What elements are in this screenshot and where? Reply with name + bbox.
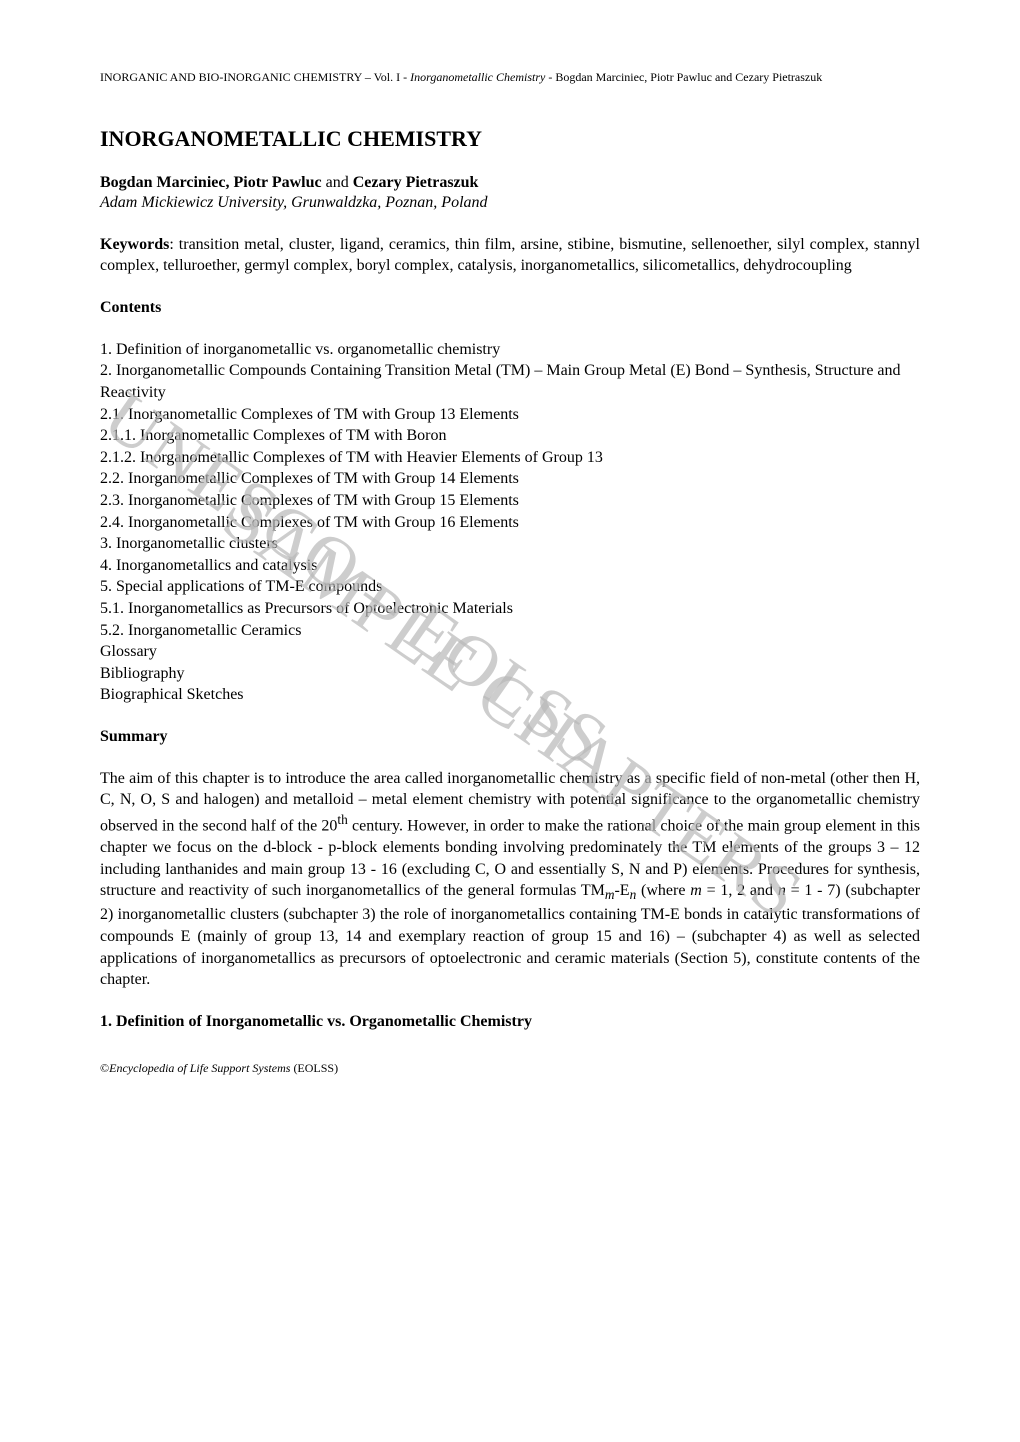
section-1-heading: 1. Definition of Inorganometallic vs. Or… bbox=[100, 1013, 920, 1031]
summary-sup-th: th bbox=[337, 812, 347, 827]
summary-text-mid2: (where bbox=[636, 882, 690, 899]
toc-line: 2.2. Inorganometallic Complexes of TM wi… bbox=[100, 468, 920, 490]
summary-n-ital: n bbox=[778, 882, 786, 899]
toc-line: 1. Definition of inorganometallic vs. or… bbox=[100, 339, 920, 361]
footer-copyright: © bbox=[100, 1061, 109, 1075]
page-title: INORGANOMETALLIC CHEMISTRY bbox=[100, 126, 920, 152]
toc-line: 2.1.2. Inorganometallic Complexes of TM … bbox=[100, 447, 920, 469]
author-group-1: Bogdan Marciniec, Piotr Pawluc bbox=[100, 174, 322, 191]
toc-line: 3. Inorganometallic clusters bbox=[100, 533, 920, 555]
footer: ©Encyclopedia of Life Support Systems (E… bbox=[100, 1061, 920, 1076]
summary-dash: -E bbox=[614, 882, 629, 899]
toc-line: 5.1. Inorganometallics as Precursors of … bbox=[100, 598, 920, 620]
toc-line: 2.1.1. Inorganometallic Complexes of TM … bbox=[100, 425, 920, 447]
keywords-text: : transition metal, cluster, ligand, cer… bbox=[100, 236, 920, 275]
footer-suffix: (EOLSS) bbox=[290, 1061, 338, 1075]
running-header: INORGANIC AND BIO-INORGANIC CHEMISTRY – … bbox=[100, 70, 920, 86]
summary-m-ital: m bbox=[690, 882, 702, 899]
summary-label: Summary bbox=[100, 728, 920, 746]
toc-line: 2.3. Inorganometallic Complexes of TM wi… bbox=[100, 490, 920, 512]
table-of-contents: UNESCO – EOLSS SAMPLE CHAPTERS 1. Defini… bbox=[100, 339, 920, 706]
author-group-2: Cezary Pietraszuk bbox=[353, 174, 479, 191]
footer-text: Encyclopedia of Life Support Systems bbox=[109, 1061, 290, 1075]
toc-line: 2. Inorganometallic Compounds Containing… bbox=[100, 360, 920, 403]
affiliation: Adam Mickiewicz University, Grunwaldzka,… bbox=[100, 194, 920, 212]
authors-line: Bogdan Marciniec, Piotr Pawluc and Cezar… bbox=[100, 174, 920, 192]
summary-eq1: = 1, 2 and bbox=[702, 882, 778, 899]
toc-line: Glossary bbox=[100, 641, 920, 663]
author-and-word: and bbox=[322, 174, 353, 191]
toc-line: 5. Special applications of TM-E compound… bbox=[100, 576, 920, 598]
header-series-vol: Vol. I - bbox=[371, 70, 410, 84]
keywords-block: Keywords: transition metal, cluster, lig… bbox=[100, 234, 920, 277]
header-chapter-title: Inorganometallic Chemistry - bbox=[410, 70, 555, 84]
toc-line: 2.4. Inorganometallic Complexes of TM wi… bbox=[100, 512, 920, 534]
contents-label: Contents bbox=[100, 299, 920, 317]
keywords-label: Keywords bbox=[100, 236, 169, 253]
header-series-prefix: INORGANIC AND BIO-INORGANIC CHEMISTRY – bbox=[100, 70, 371, 84]
summary-body: The aim of this chapter is to introduce … bbox=[100, 768, 920, 991]
toc-line: Biographical Sketches bbox=[100, 684, 920, 706]
toc-line: Bibliography bbox=[100, 663, 920, 685]
toc-line: 4. Inorganometallics and catalysis bbox=[100, 555, 920, 577]
toc-line: 5.2. Inorganometallic Ceramics bbox=[100, 620, 920, 642]
toc-line: 2.1. Inorganometallic Complexes of TM wi… bbox=[100, 404, 920, 426]
header-authors: Bogdan Marciniec, Piotr Pawluc and Cezar… bbox=[555, 70, 822, 84]
